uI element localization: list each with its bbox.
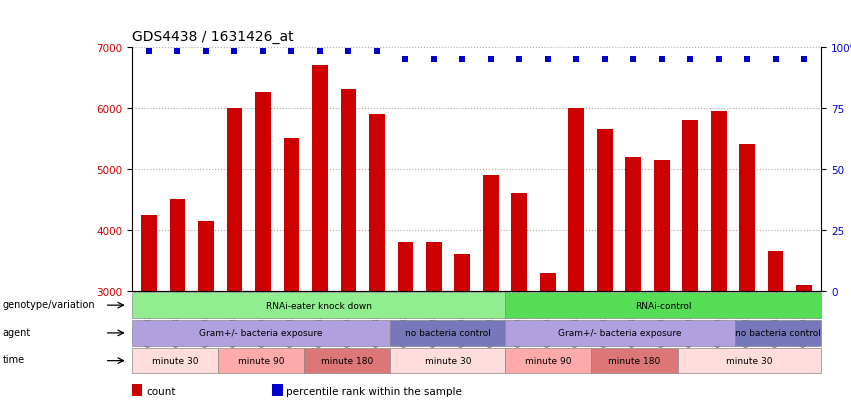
Bar bbox=[198, 221, 214, 413]
Point bbox=[171, 49, 185, 56]
Point bbox=[313, 49, 327, 56]
Bar bbox=[511, 194, 527, 413]
Text: time: time bbox=[3, 354, 25, 364]
Bar bbox=[505, 293, 821, 318]
Bar bbox=[391, 348, 505, 373]
Text: count: count bbox=[146, 386, 175, 396]
Bar bbox=[283, 139, 300, 413]
Bar bbox=[740, 145, 755, 413]
Point bbox=[768, 57, 782, 63]
Point bbox=[740, 57, 754, 63]
Bar bbox=[255, 93, 271, 413]
Text: percentile rank within the sample: percentile rank within the sample bbox=[286, 386, 462, 396]
Text: minute 30: minute 30 bbox=[726, 356, 773, 365]
Point bbox=[142, 49, 156, 56]
Bar bbox=[226, 108, 243, 413]
Text: RNAi-eater knock down: RNAi-eater knock down bbox=[266, 301, 372, 310]
Bar bbox=[568, 108, 584, 413]
Bar bbox=[132, 348, 218, 373]
Bar bbox=[540, 273, 556, 413]
Point bbox=[598, 57, 612, 63]
Point bbox=[199, 49, 213, 56]
Point bbox=[341, 49, 355, 56]
Text: Gram+/- bacteria exposure: Gram+/- bacteria exposure bbox=[199, 329, 323, 337]
Bar bbox=[454, 254, 470, 413]
Bar bbox=[141, 215, 157, 413]
Point bbox=[797, 57, 811, 63]
Bar bbox=[305, 348, 391, 373]
Point bbox=[227, 49, 241, 56]
Bar bbox=[683, 121, 698, 413]
Bar bbox=[597, 130, 613, 413]
Point bbox=[512, 57, 526, 63]
Point bbox=[370, 49, 384, 56]
Bar bbox=[218, 348, 305, 373]
Bar bbox=[272, 384, 283, 396]
Point bbox=[683, 57, 697, 63]
Text: RNAi-control: RNAi-control bbox=[635, 301, 692, 310]
Bar bbox=[483, 176, 499, 413]
Text: GDS4438 / 1631426_at: GDS4438 / 1631426_at bbox=[132, 30, 294, 44]
Point bbox=[655, 57, 669, 63]
Bar bbox=[312, 66, 328, 413]
Point bbox=[427, 57, 441, 63]
Text: minute 30: minute 30 bbox=[425, 356, 471, 365]
Point bbox=[541, 57, 555, 63]
Text: genotype/variation: genotype/variation bbox=[3, 299, 95, 309]
Bar bbox=[391, 320, 505, 346]
Bar bbox=[677, 348, 821, 373]
Bar bbox=[768, 252, 784, 413]
Point bbox=[284, 49, 298, 56]
Bar bbox=[654, 160, 670, 413]
Text: minute 180: minute 180 bbox=[321, 356, 374, 365]
Bar bbox=[505, 320, 735, 346]
Bar bbox=[591, 348, 677, 373]
Bar bbox=[397, 242, 414, 413]
Point bbox=[398, 57, 412, 63]
Text: agent: agent bbox=[3, 327, 31, 337]
Bar bbox=[426, 242, 442, 413]
Point bbox=[712, 57, 726, 63]
Text: Gram+/- bacteria exposure: Gram+/- bacteria exposure bbox=[558, 329, 682, 337]
Text: minute 180: minute 180 bbox=[608, 356, 660, 365]
Point bbox=[569, 57, 583, 63]
Bar bbox=[505, 348, 591, 373]
Text: minute 90: minute 90 bbox=[238, 356, 284, 365]
Bar bbox=[369, 114, 385, 413]
Bar bbox=[340, 90, 357, 413]
Bar bbox=[625, 157, 641, 413]
Text: no bacteria control: no bacteria control bbox=[735, 329, 821, 337]
Bar bbox=[132, 320, 391, 346]
Bar bbox=[132, 293, 505, 318]
Point bbox=[455, 57, 469, 63]
Bar bbox=[132, 384, 142, 396]
Bar bbox=[711, 112, 727, 413]
Bar bbox=[797, 285, 812, 413]
Point bbox=[484, 57, 498, 63]
Text: minute 30: minute 30 bbox=[151, 356, 198, 365]
Point bbox=[626, 57, 640, 63]
Bar bbox=[735, 320, 821, 346]
Point bbox=[256, 49, 270, 56]
Bar bbox=[169, 200, 186, 413]
Text: no bacteria control: no bacteria control bbox=[405, 329, 491, 337]
Text: minute 90: minute 90 bbox=[525, 356, 572, 365]
